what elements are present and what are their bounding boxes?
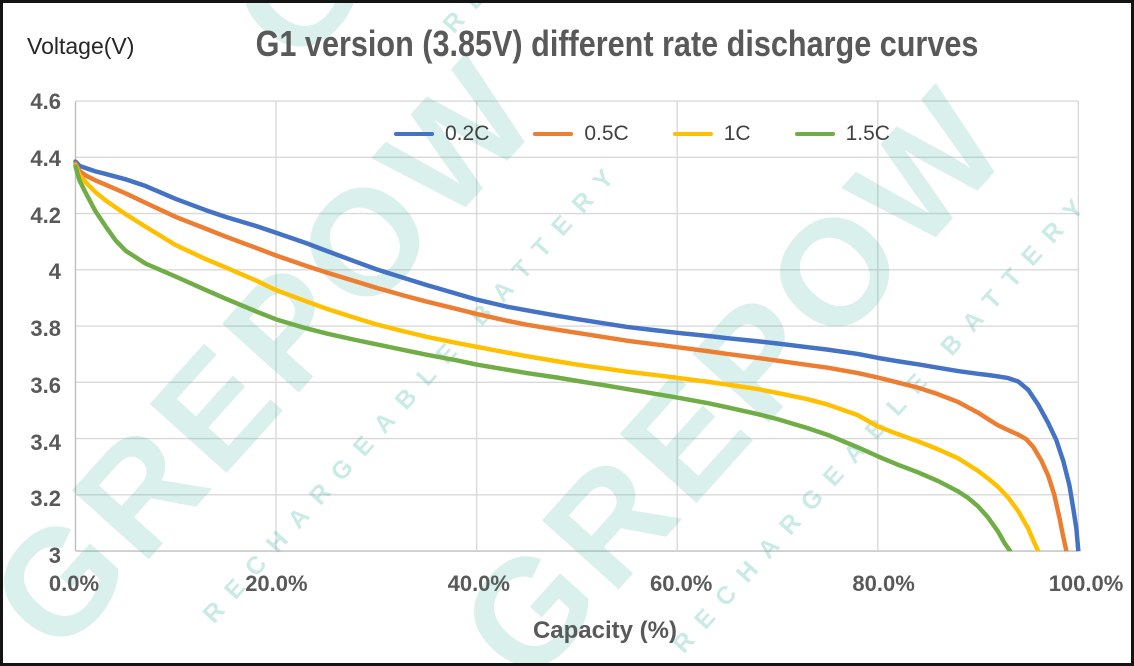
curve-0.2C: [73, 159, 1081, 552]
curve-0.5C: [73, 161, 1069, 552]
curve-1.5C: [73, 164, 1013, 552]
plot-curves: [73, 159, 1081, 552]
curve-1C: [73, 162, 1041, 552]
